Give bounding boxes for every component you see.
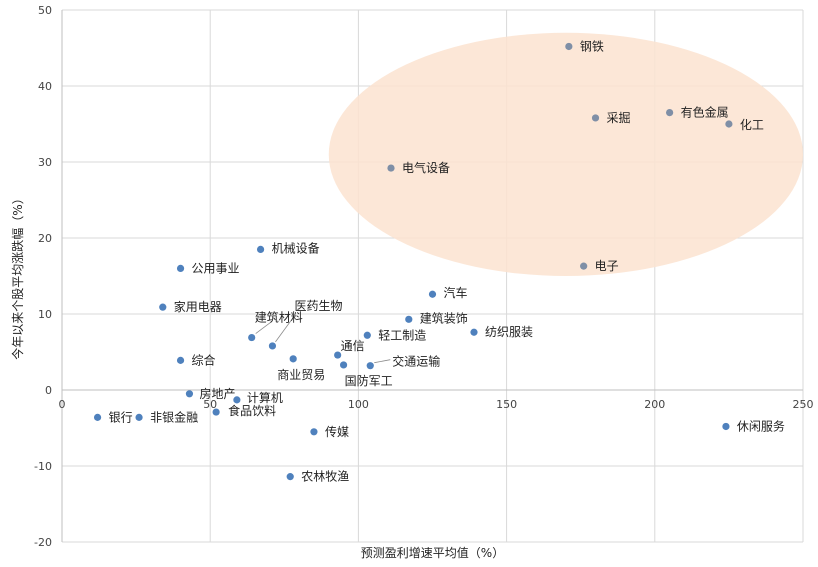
y-tick-label: -10 [34,460,52,473]
data-point [93,413,102,421]
y-tick-label: 30 [38,156,52,169]
data-point [470,328,478,336]
y-tick-label: 20 [38,232,52,245]
point-label: 家用电器 [174,299,222,314]
y-tick-label: 40 [38,80,52,93]
highlight-ellipse [328,32,803,277]
axes [61,10,803,542]
data-point [159,303,167,311]
x-tick-label: 0 [59,398,66,411]
point-label: 轻工制造 [378,328,426,342]
data-point [722,422,730,431]
point-label: 食品饮料 [228,403,276,418]
data-point [135,413,143,421]
point-label: 电子 [595,259,619,273]
y-tick-label: -20 [34,536,52,549]
data-points [93,42,733,481]
point-label: 有色金属 [681,105,729,120]
x-axis-title: 预测盈利增速平均值（%） [361,545,504,560]
data-point [366,362,374,370]
data-point [405,315,413,323]
data-point [428,290,437,298]
y-tick-label: 0 [45,384,52,397]
point-label: 通信 [341,339,365,353]
x-tick-label: 100 [348,398,369,411]
data-point [363,331,371,339]
leader-line [255,321,272,334]
leader-line [374,359,391,364]
data-point [591,114,600,122]
point-label: 公用事业 [192,261,240,275]
data-point [666,109,674,117]
data-point [286,473,294,481]
data-point [176,264,185,272]
data-point [310,428,318,436]
data-point [334,351,342,359]
data-point [268,342,277,350]
x-tick-label: 250 [793,398,814,411]
point-label: 国防军工 [345,373,393,388]
point-label: 钢铁 [580,39,604,53]
point-label: 纺织服装 [485,325,533,339]
point-label: 非银金融 [150,409,198,424]
data-point [248,333,256,342]
point-label: 房地产 [199,386,235,401]
point-label: 综合 [192,352,216,367]
point-label: 银行 [109,410,133,424]
point-label: 休闲服务 [737,418,785,433]
x-tick-label: 200 [644,398,665,411]
point-label: 汽车 [444,285,468,300]
point-label: 交通运输 [392,354,440,369]
point-label: 医药生物 [294,299,342,313]
data-point [387,164,395,172]
point-label: 化工 [740,118,764,132]
data-point [580,262,588,270]
data-point [339,361,348,369]
point-label: 传媒 [325,424,349,439]
tick-labels: 0 50 100 150 200 250 -20 -10 0 10 20 30 40 50 [34,4,813,549]
data-point [725,120,733,128]
point-label: 机械设备 [272,240,320,255]
point-label: 采掘 [607,110,631,125]
x-tick-label: 150 [496,398,517,411]
data-point [233,396,241,404]
data-point [289,355,297,363]
data-point [256,245,265,253]
data-point [176,356,185,364]
point-label: 商业贸易 [277,367,325,382]
leader-lines [255,315,391,364]
point-label: 计算机 [247,390,283,405]
data-point [185,390,194,398]
x-tick-label: 50 [203,398,217,411]
point-label: 建筑装饰 [420,310,468,325]
data-point [565,42,573,51]
data-point [212,408,220,416]
point-label: 电气设备 [402,160,450,175]
leader-line [275,315,295,343]
point-label: 建筑材料 [255,310,303,325]
point-label: 农林牧渔 [301,470,349,484]
y-tick-label: 50 [38,4,52,17]
y-axis-title: 今年以来个股平均涨跌幅（%） [10,192,25,359]
y-tick-label: 10 [38,308,52,321]
